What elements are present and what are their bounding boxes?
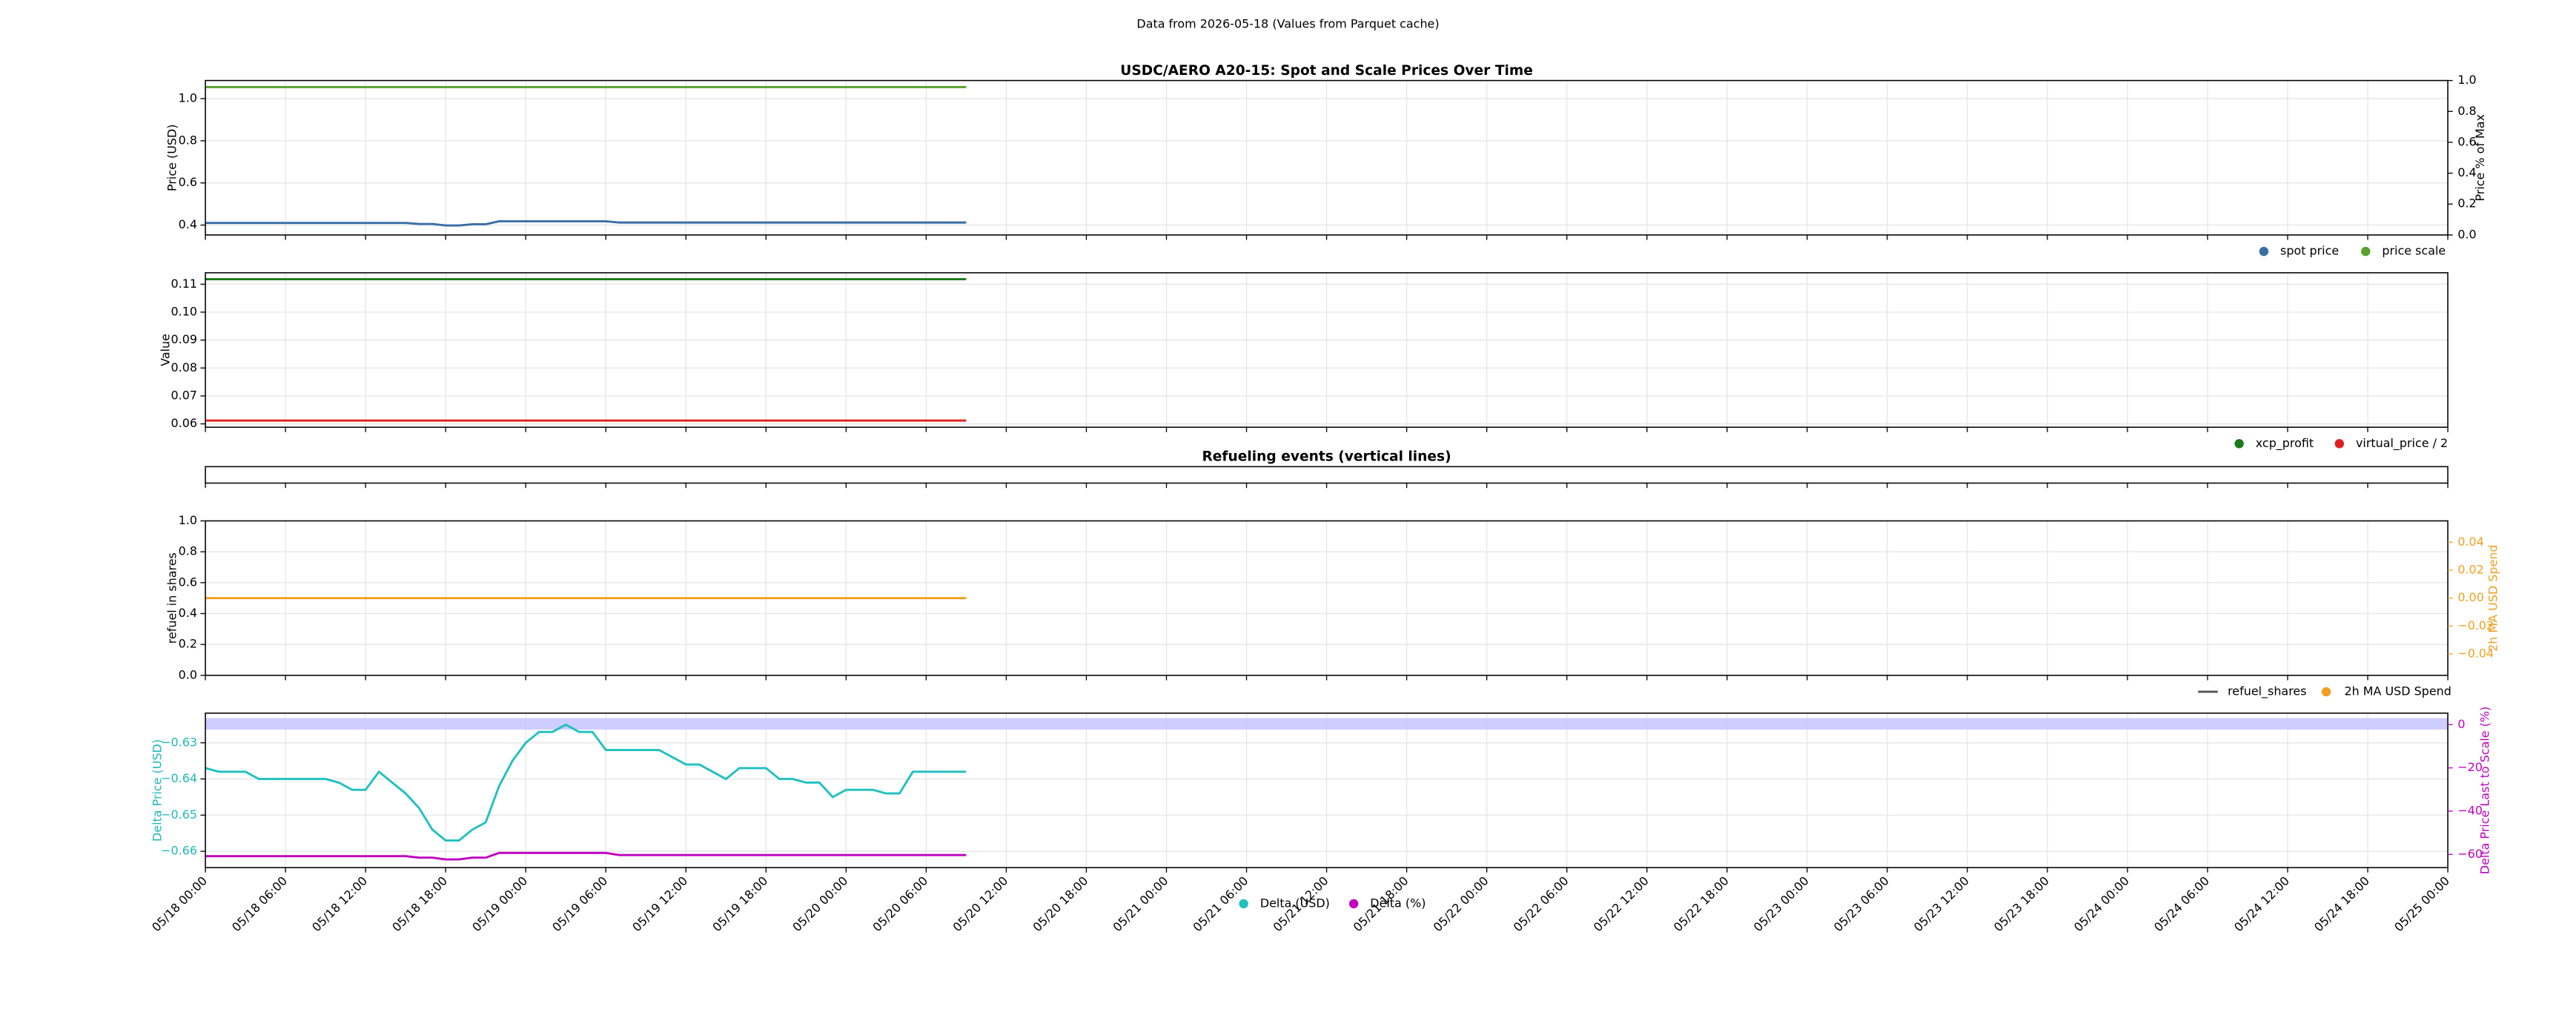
figure-title: Data from 2026-05-18 (Values from Parque… [1136,17,1439,31]
series-line [205,219,967,227]
legend-label: Delta (USD) [1260,896,1330,910]
legend-label: virtual_price / 2 [2356,436,2448,451]
y-tick-label: 0.0 [179,667,197,681]
y-tick-label: −0.65 [161,807,197,822]
axes-title: USDC/AERO A20-15: Spot and Scale Prices … [1120,63,1533,79]
y2-tick-label: −60 [2457,847,2483,861]
legend-marker [2321,687,2331,697]
y2-tick-label: 0.02 [2457,562,2484,576]
legend-label: refuel_shares [2228,684,2306,698]
axes-title: Refueling events (vertical lines) [1202,449,1451,465]
y2-tick-label: −0.04 [2457,647,2494,661]
legend-marker [2234,439,2244,449]
y2-tick-label: 0.6 [2457,134,2476,148]
y2-axis-label: Price % of Max [2473,114,2487,202]
y-axis-label: refuel in shares [165,552,179,644]
y-tick-label: 1.0 [179,513,197,527]
legend-marker [2259,246,2269,257]
y2-tick-label: 0.0 [2457,227,2476,241]
legend-marker [1348,899,1359,909]
y2-tick-label: 0.4 [2457,165,2476,179]
legend-marker [1239,899,1248,909]
y2-axis-label: 2h MA USD Spend [2486,544,2500,651]
y-tick-label: 0.6 [179,575,197,589]
y2-axis-label: Delta Price Last to Scale (%) [2478,707,2492,874]
legend-label: spot price [2280,244,2339,258]
y-tick-label: 0.09 [171,332,198,346]
y-tick-label: 0.4 [179,606,197,620]
y2-tick-label: −0.02 [2457,618,2494,632]
highlight-band [205,718,2448,730]
y-tick-label: 0.8 [179,133,197,147]
y-tick-label: 0.10 [171,304,198,318]
y2-tick-label: 0.2 [2457,196,2476,211]
series-line [205,723,967,842]
series-line [205,851,967,861]
y-tick-label: −0.63 [161,735,197,749]
legend-label: price scale [2382,244,2446,258]
y2-tick-label: 0.8 [2457,104,2476,118]
legend-marker [2334,439,2345,449]
y2-tick-label: 1.0 [2457,73,2476,87]
y-tick-label: 0.8 [179,544,197,558]
y-tick-label: 0.6 [179,175,197,189]
y-axis-label: Delta Price (USD) [150,739,164,842]
y-axis-label: Value [158,334,172,366]
y-tick-label: 0.11 [171,277,198,291]
y-axis-label: Price (USD) [165,125,179,191]
y2-tick-label: 0.00 [2457,590,2484,604]
legend-label: xcp_profit [2256,436,2314,451]
y2-tick-label: 0.04 [2457,535,2484,549]
y-tick-label: −0.64 [161,771,197,785]
y2-tick-label: −20 [2457,760,2483,774]
y-tick-label: 0.08 [171,360,198,374]
y-tick-label: 0.2 [179,637,197,651]
legend-marker [2361,246,2371,257]
legend-label: 2h MA USD Spend [2344,684,2451,698]
y-tick-label: 0.06 [171,416,198,430]
y2-tick-label: −40 [2457,803,2483,817]
y-tick-label: 0.4 [179,217,197,231]
y2-tick-label: 0 [2457,717,2465,731]
y-tick-label: 1.0 [179,91,197,105]
y-tick-label: 0.07 [171,388,198,402]
legend-label: Delta (%) [1370,896,1426,910]
y-tick-label: −0.66 [161,844,197,858]
